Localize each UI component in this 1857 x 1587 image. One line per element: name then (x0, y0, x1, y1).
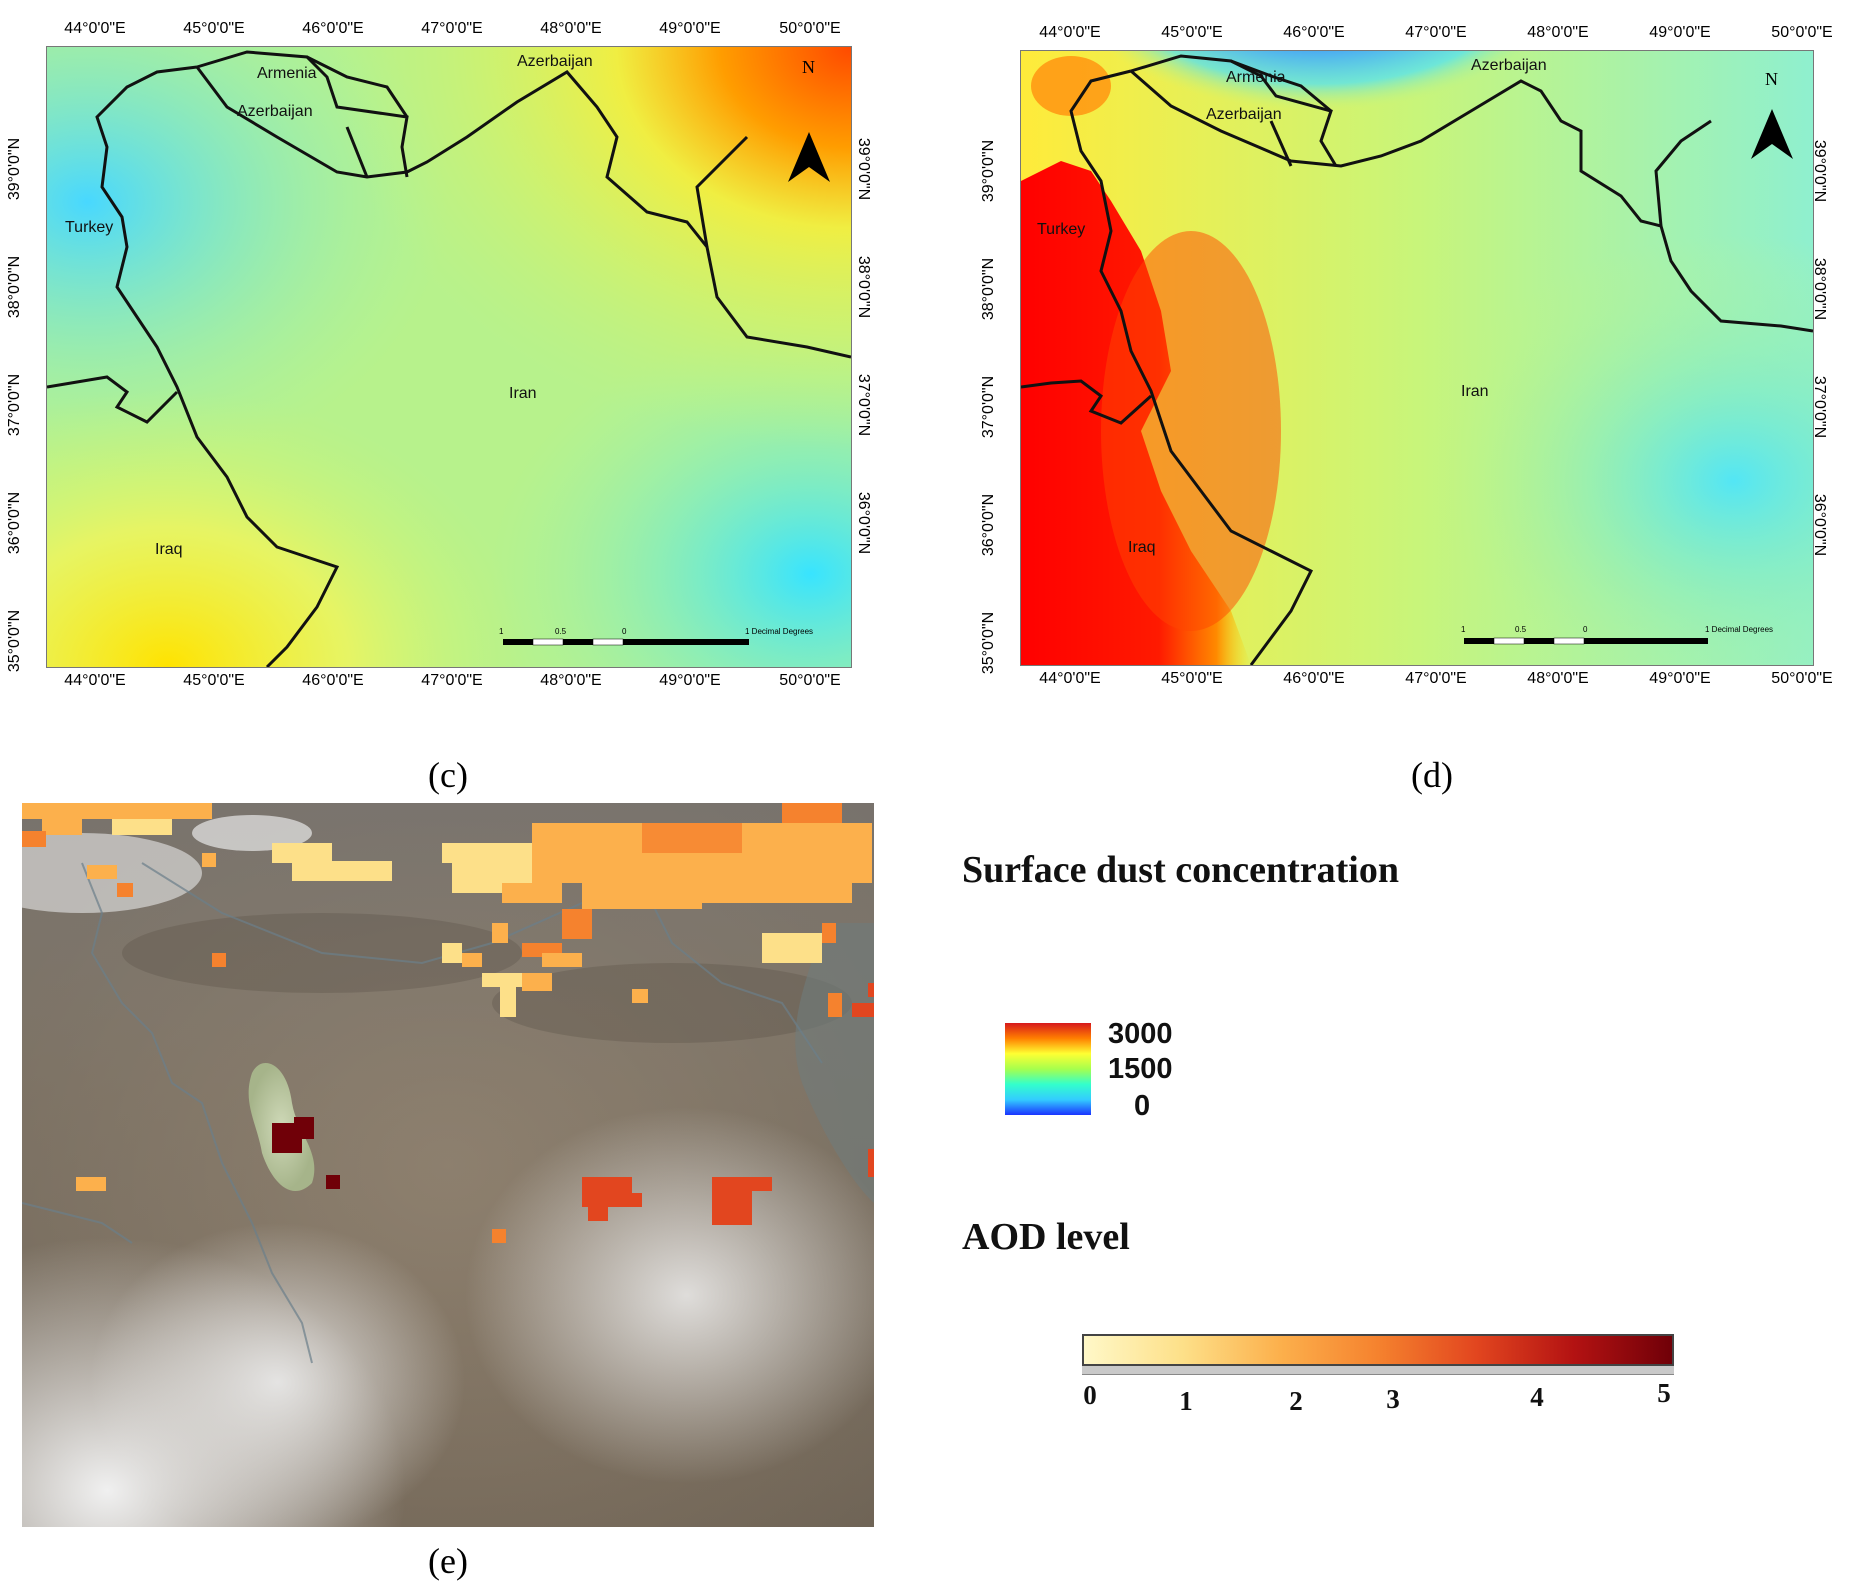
d-top-lon-5: 48°0'0"E (1527, 24, 1589, 41)
c-top-lon-1: 44°0'0"E (64, 20, 126, 37)
label-d-turkey: Turkey (1037, 221, 1086, 238)
caption-d: (d) (1411, 755, 1453, 795)
label-d-iran: Iran (1461, 383, 1489, 400)
map-c: N 1 0.5 0 1 Decimal Degrees Armenia Azer… (46, 46, 852, 668)
d-right-lat-1: 39°0'0"N (1811, 139, 1829, 203)
scale-label-d-1: 1 (1461, 625, 1466, 634)
legend-aod-tick-4: 4 (1530, 1382, 1544, 1412)
legend-aod-tick-3: 3 (1386, 1384, 1400, 1414)
c-bot-lon-4: 47°0'0"E (421, 672, 483, 689)
legend-dust-max: 3000 (1108, 1018, 1173, 1050)
legend-aod-tick-5: 5 (1657, 1378, 1671, 1408)
c-top-lon-6: 49°0'0"E (659, 20, 721, 37)
c-right-lat-3: 37°0'0"N (855, 373, 873, 437)
north-arrow-d (1751, 109, 1793, 159)
c-bot-lon-1: 44°0'0"E (64, 672, 126, 689)
d-bot-lon-5: 48°0'0"E (1527, 670, 1589, 687)
north-arrow-c (788, 132, 830, 182)
c-right-lat-1: 39°0'0"N (855, 137, 873, 201)
d-top-lon-2: 45°0'0"E (1161, 24, 1223, 41)
legend-dust-colorbar (1005, 1023, 1091, 1115)
legend-aod-tick-1: 1 (1179, 1386, 1193, 1416)
d-left-lat-2: 38°0'0"N (980, 257, 998, 321)
north-label-c: N (802, 57, 815, 77)
c-right-lat-4: 36°0'0"N (855, 491, 873, 555)
label-d-iraq: Iraq (1128, 539, 1156, 556)
d-bot-lon-1: 44°0'0"E (1039, 670, 1101, 687)
c-bot-lon-5: 48°0'0"E (540, 672, 602, 689)
c-top-lon-3: 46°0'0"E (302, 20, 364, 37)
d-right-lat-3: 37°0'0"N (1811, 375, 1829, 439)
legend-aod-tick-2: 2 (1289, 1386, 1303, 1416)
d-bot-lon-2: 45°0'0"E (1161, 670, 1223, 687)
map-d-surface (1021, 51, 1813, 665)
d-bot-lon-7: 50°0'0"E (1771, 670, 1833, 687)
c-top-lon-5: 48°0'0"E (540, 20, 602, 37)
c-left-lat-1: 39°0'0"N (6, 137, 24, 201)
d-top-lon-7: 50°0'0"E (1771, 24, 1833, 41)
label-c-iran: Iran (509, 385, 537, 402)
d-bot-lon-4: 47°0'0"E (1405, 670, 1467, 687)
d-right-lat-2: 38°0'0"N (1811, 257, 1829, 321)
label-d-azerbaijan-1: Azerbaijan (1206, 106, 1282, 123)
d-bot-lon-3: 46°0'0"E (1283, 670, 1345, 687)
label-c-armenia: Armenia (257, 65, 317, 82)
north-label-d: N (1765, 69, 1778, 89)
legend-aod-tickline (1082, 1366, 1674, 1375)
c-left-lat-5: 35°0'0"N (6, 609, 24, 673)
c-top-lon-7: 50°0'0"E (779, 20, 841, 37)
legend-dust-min: 0 (1134, 1090, 1151, 1122)
scale-label-c-2: 0.5 (555, 627, 567, 636)
panel-c: N 1 0.5 0 1 Decimal Degrees Armenia Azer… (0, 0, 900, 700)
c-left-lat-2: 38°0'0"N (6, 255, 24, 319)
d-left-lat-4: 36°0'0"N (980, 493, 998, 557)
map-c-surface (47, 47, 851, 667)
d-top-lon-1: 44°0'0"E (1039, 24, 1101, 41)
d-right-lat-4: 36°0'0"N (1811, 493, 1829, 557)
scale-bar-d (1464, 637, 1708, 645)
legend-aod-tick-0: 0 (1083, 1380, 1097, 1410)
panel-d: N 1 0.5 0 1 Decimal Degrees Armenia Azer… (968, 0, 1857, 700)
scale-label-d-4: 1 Decimal Degrees (1705, 625, 1774, 634)
c-top-lon-2: 45°0'0"E (183, 20, 245, 37)
c-bot-lon-7: 50°0'0"E (779, 672, 841, 689)
c-bot-lon-2: 45°0'0"E (183, 672, 245, 689)
scale-label-c-1: 1 (499, 627, 504, 636)
label-d-azerbaijan-2: Azerbaijan (1471, 57, 1547, 74)
label-c-azerbaijan-1: Azerbaijan (237, 103, 313, 120)
label-c-iraq: Iraq (155, 541, 183, 558)
legend-dust-mid: 1500 (1108, 1053, 1173, 1085)
legend-aod-title: AOD level (962, 1216, 1130, 1258)
legend-aod-colorbar (1082, 1334, 1674, 1366)
d-left-lat-5: 35°0'0"N (980, 611, 998, 675)
c-bot-lon-3: 46°0'0"E (302, 672, 364, 689)
d-top-lon-3: 46°0'0"E (1283, 24, 1345, 41)
map-d: N 1 0.5 0 1 Decimal Degrees Armenia Azer… (1020, 50, 1814, 666)
d-left-lat-3: 37°0'0"N (980, 375, 998, 439)
label-c-turkey: Turkey (65, 219, 114, 236)
d-bot-lon-6: 49°0'0"E (1649, 670, 1711, 687)
c-top-lon-4: 47°0'0"E (421, 20, 483, 37)
caption-c: (c) (428, 755, 468, 795)
satellite-image-e (22, 803, 874, 1527)
scale-bar-c (503, 638, 749, 646)
label-c-azerbaijan-2: Azerbaijan (517, 53, 593, 70)
c-left-lat-4: 36°0'0"N (6, 491, 24, 555)
scale-label-d-2: 0.5 (1515, 625, 1527, 634)
legend-dust-title: Surface dust concentration (962, 849, 1399, 891)
c-left-lat-3: 37°0'0"N (6, 373, 24, 437)
label-d-armenia: Armenia (1226, 69, 1286, 86)
c-right-lat-2: 38°0'0"N (855, 255, 873, 319)
d-top-lon-4: 47°0'0"E (1405, 24, 1467, 41)
d-top-lon-6: 49°0'0"E (1649, 24, 1711, 41)
scale-label-c-3: 0 (622, 627, 627, 636)
d-left-lat-1: 39°0'0"N (980, 139, 998, 203)
satellite-image-e-surface (22, 803, 874, 1527)
scale-label-d-3: 0 (1583, 625, 1588, 634)
c-bot-lon-6: 49°0'0"E (659, 672, 721, 689)
aod-pixels (22, 803, 874, 1243)
caption-e: (e) (428, 1541, 468, 1581)
scale-label-c-4: 1 Decimal Degrees (745, 627, 814, 636)
